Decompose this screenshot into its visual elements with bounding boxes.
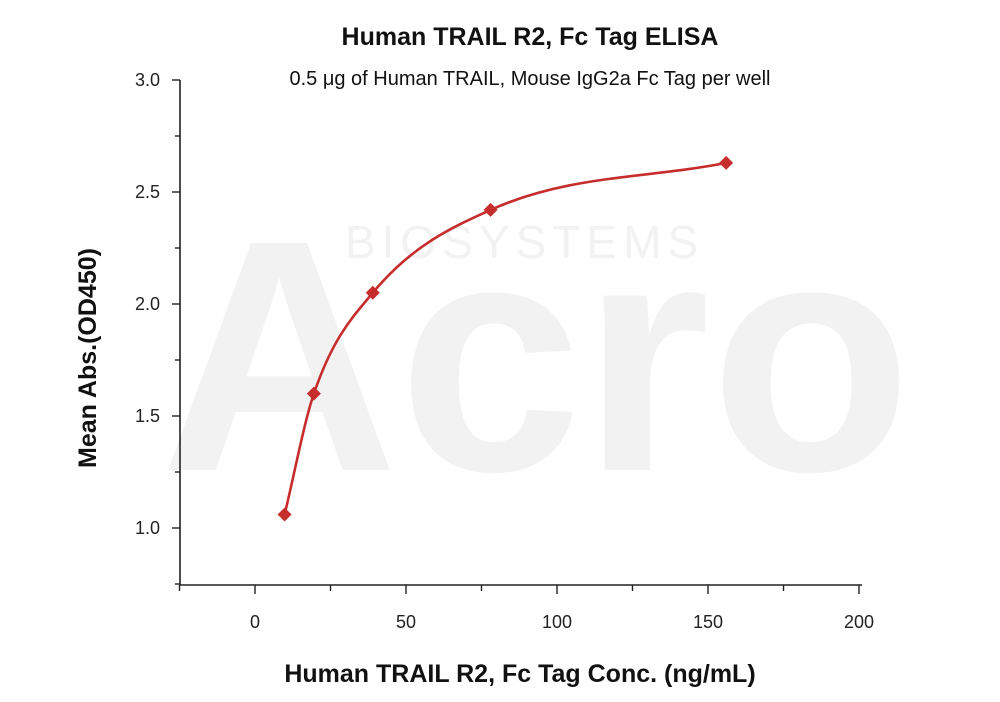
- x-tick-label: 100: [542, 612, 572, 632]
- data-point-diamond: [719, 155, 734, 170]
- watermark: Acro BIOSYSTEMS: [160, 171, 912, 540]
- y-tick-label: 1.0: [135, 518, 160, 538]
- x-tick-label: 150: [693, 612, 723, 632]
- data-point-diamond: [483, 202, 498, 217]
- x-tick-label: 0: [250, 612, 260, 632]
- data-point-diamond: [277, 507, 292, 522]
- watermark-main: Acro: [160, 171, 912, 540]
- x-axis-ticks: 0 50 100 150 200: [178, 585, 874, 632]
- watermark-sub: BIOSYSTEMS: [345, 216, 704, 268]
- data-points: [277, 155, 734, 522]
- fit-curve: [283, 161, 727, 515]
- x-tick-label: 200: [844, 612, 874, 632]
- y-tick-label: 2.5: [135, 182, 160, 202]
- data-point-diamond: [365, 285, 380, 300]
- y-tick-label: 1.5: [135, 406, 160, 426]
- y-tick-label: 2.0: [135, 294, 160, 314]
- x-tick-label: 50: [396, 612, 416, 632]
- chart-title: Human TRAIL R2, Fc Tag ELISA: [342, 23, 719, 51]
- y-axis-label: Mean Abs.(OD450): [74, 248, 102, 468]
- y-axis-ticks: 1.0 1.5 2.0 2.5 3.0: [135, 70, 180, 585]
- chart-subtitle: 0.5 μg of Human TRAIL, Mouse IgG2a Fc Ta…: [289, 68, 770, 90]
- data-point-diamond: [306, 386, 321, 401]
- y-tick-label: 3.0: [135, 70, 160, 90]
- x-axis-label: Human TRAIL R2, Fc Tag Conc. (ng/mL): [284, 660, 755, 688]
